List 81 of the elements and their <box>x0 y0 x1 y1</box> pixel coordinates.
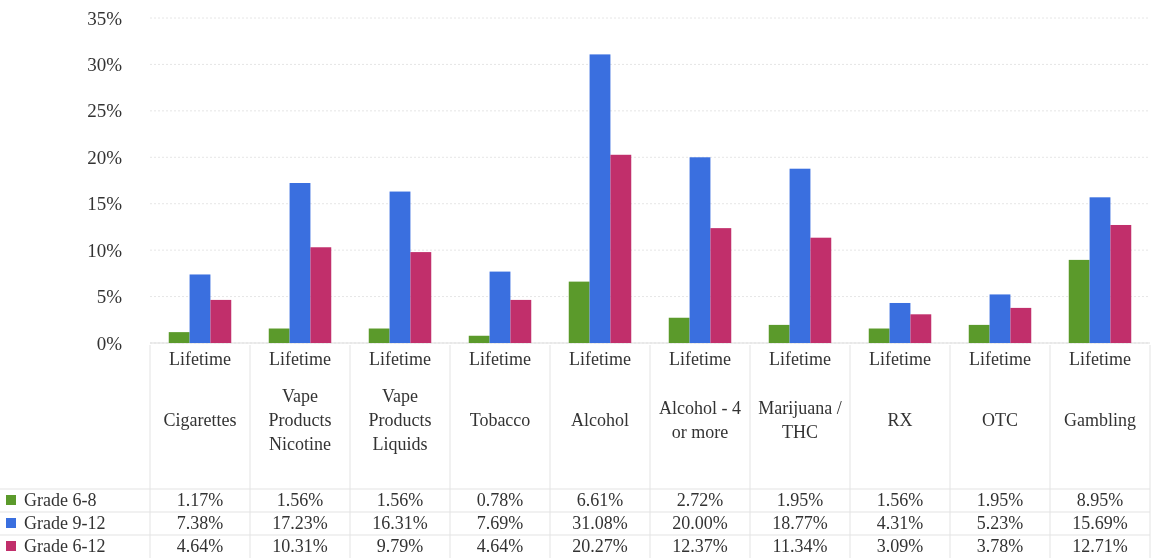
data-label: 15.69% <box>1072 513 1128 533</box>
data-label: 5.23% <box>976 513 1024 533</box>
data-label: 1.56% <box>376 490 424 510</box>
bar <box>610 154 632 343</box>
data-label: 6.61% <box>576 490 624 510</box>
category-label: Lifetime RX <box>869 349 931 430</box>
bar <box>410 252 432 343</box>
bar <box>810 237 832 343</box>
bar <box>889 302 911 343</box>
bar <box>968 324 990 343</box>
category-label: Lifetime Gambling <box>1064 349 1136 430</box>
category-label: Lifetime Alcohol - 4 or more <box>659 349 741 442</box>
data-label: 1.95% <box>976 490 1024 510</box>
bar <box>1068 259 1090 343</box>
bar <box>989 294 1011 343</box>
data-label: 0.78% <box>476 490 524 510</box>
legend-label: Grade 9-12 <box>24 513 106 533</box>
bar <box>289 183 311 343</box>
data-label: 11.34% <box>772 536 828 556</box>
category-label: Lifetime Tobacco <box>469 349 531 430</box>
bar <box>210 299 232 343</box>
bar <box>168 332 190 343</box>
y-tick-label: 25% <box>87 100 123 122</box>
data-label: 20.00% <box>672 513 728 533</box>
y-tick-label: 30% <box>87 54 123 76</box>
bar <box>789 168 811 343</box>
category-label: Lifetime Alcohol <box>569 349 631 430</box>
bar <box>668 317 690 343</box>
bar <box>268 328 290 343</box>
data-label: 20.27% <box>572 536 628 556</box>
data-label: 1.56% <box>876 490 924 510</box>
data-label: 31.08% <box>572 513 628 533</box>
data-label: 7.69% <box>476 513 524 533</box>
data-label: 2.72% <box>676 490 724 510</box>
bar <box>710 228 732 343</box>
data-label: 3.78% <box>976 536 1024 556</box>
bar <box>510 299 532 343</box>
y-tick-label: 20% <box>87 146 123 168</box>
data-label: 17.23% <box>272 513 328 533</box>
bar <box>1110 224 1132 343</box>
data-label: 4.64% <box>176 536 224 556</box>
bar <box>689 157 711 343</box>
data-label: 7.38% <box>176 513 224 533</box>
bar <box>468 335 490 343</box>
data-label: 10.31% <box>272 536 328 556</box>
y-tick-label: 35% <box>87 7 123 29</box>
bar <box>389 191 411 343</box>
data-label: 3.09% <box>876 536 924 556</box>
data-label: 9.79% <box>376 536 424 556</box>
y-tick-label: 0% <box>96 332 123 354</box>
category-label: Lifetime OTC <box>969 349 1031 430</box>
data-label: 16.31% <box>372 513 428 533</box>
y-tick-label: 5% <box>96 286 123 308</box>
data-label: 1.17% <box>176 490 224 510</box>
bar <box>910 314 932 343</box>
y-tick-label: 15% <box>87 193 123 215</box>
data-label: 4.31% <box>876 513 924 533</box>
category-label: Lifetime Cigarettes <box>163 349 237 430</box>
data-label: 12.71% <box>1072 536 1128 556</box>
x-tick-label: Lifetime Vape Products Liquids <box>368 349 432 454</box>
x-tick-label: Lifetime Vape Products Nicotine <box>268 349 332 454</box>
data-label: 8.95% <box>1076 490 1124 510</box>
bar <box>768 324 790 343</box>
bar <box>189 274 211 343</box>
bar <box>589 54 611 343</box>
bar <box>1089 197 1111 343</box>
bar <box>368 328 390 343</box>
bar <box>489 271 511 343</box>
bar <box>1010 307 1032 343</box>
data-label: 12.37% <box>672 536 728 556</box>
category-label: Lifetime Marijuana / THC <box>758 349 842 442</box>
data-label: 4.64% <box>476 536 524 556</box>
bar <box>868 328 890 343</box>
data-label: 1.95% <box>776 490 824 510</box>
data-label: 1.56% <box>276 490 324 510</box>
legend-label: Grade 6-12 <box>24 536 106 556</box>
data-label: 18.77% <box>772 513 828 533</box>
bar <box>310 247 332 343</box>
legend-label: Grade 6-8 <box>24 490 97 510</box>
y-tick-label: 10% <box>87 239 123 261</box>
bar <box>568 281 590 343</box>
